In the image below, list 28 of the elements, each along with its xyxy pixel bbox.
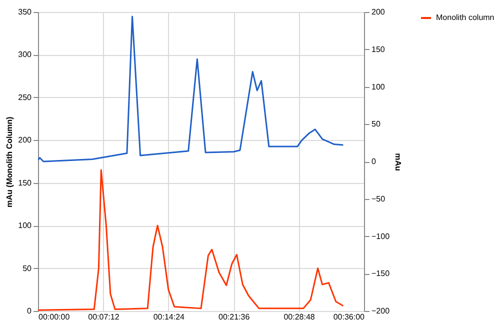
y-tick-label: 200 [18, 136, 32, 145]
y2-tick-label: 150 [372, 44, 386, 54]
y2-tick-label: 100 [372, 82, 386, 92]
y2-tick-label: −200 [372, 306, 390, 316]
line-series [38, 16, 344, 162]
x-tick-label: 00:28:48 [284, 312, 316, 322]
y-tick-label: 100 [18, 221, 32, 230]
y2-tick-label: −150 [372, 269, 390, 278]
y2-axis-title: mAu [394, 153, 403, 171]
y-tick-label: 150 [18, 178, 32, 188]
y2-tick-label: 0 [372, 157, 376, 166]
y2-tick-label: 200 [372, 8, 386, 16]
legend-label: Monolith column [436, 13, 494, 22]
y-tick-label: 0 [27, 306, 32, 316]
x-tick-label: 00:07:12 [88, 312, 120, 322]
y-axis-title: mAu (Monolith Column) [5, 116, 14, 208]
x-tick-label: 00:14:24 [153, 312, 186, 322]
x-tick-label: 00:00:00 [38, 312, 70, 322]
y-tick-label: 250 [18, 92, 32, 102]
x-tick-label: 00:21:36 [218, 312, 250, 322]
y2-tick-label: 50 [372, 120, 381, 129]
line-series [38, 169, 344, 311]
y2-tick-label: −50 [372, 194, 386, 204]
x-tick-label: 00:36:00 [333, 312, 366, 322]
y-tick-label: 350 [18, 8, 32, 16]
y2-tick-label: −100 [372, 232, 390, 241]
y-tick-label: 300 [18, 50, 32, 60]
y-tick-label: 50 [22, 264, 32, 273]
